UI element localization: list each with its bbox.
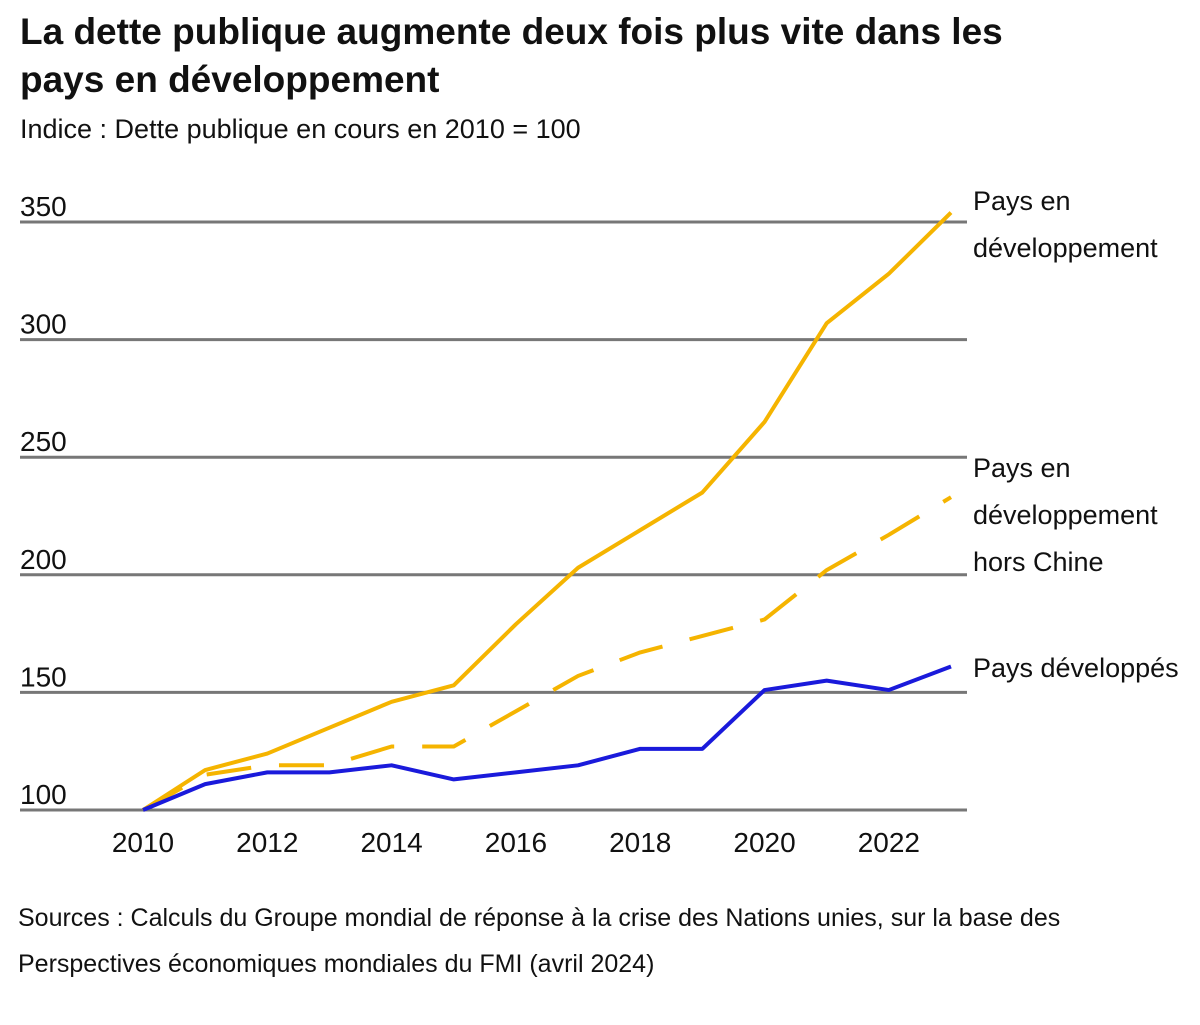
x-tick-label: 2018 [609,827,671,858]
y-tick-label: 350 [20,191,67,222]
chart-title: La dette publique augmente deux fois plu… [20,11,1003,100]
x-tick-label: 2014 [360,827,422,858]
source-note: Sources : Calculs du Groupe mondial de r… [18,904,1061,978]
series-label: Pays en développement hors Chine [973,453,1158,578]
x-tick-label: 2020 [733,827,795,858]
series-line [142,495,953,812]
x-tick-label: 2022 [858,827,920,858]
series-label: Pays développés [973,652,1179,683]
y-tick-label: 100 [20,779,67,810]
chart-subtitle: Indice : Dette publique en cours en 2010… [20,114,581,144]
y-tick-label: 150 [20,661,67,692]
series-line [141,211,953,812]
series-label: Pays en développement [973,185,1158,263]
x-tick-label: 2012 [236,827,298,858]
y-tick-label: 250 [20,426,67,457]
y-tick-label: 300 [20,309,67,340]
x-tick-label: 2010 [112,827,174,858]
series-line [142,664,952,812]
x-tick-label: 2016 [485,827,547,858]
y-tick-label: 200 [20,544,67,575]
